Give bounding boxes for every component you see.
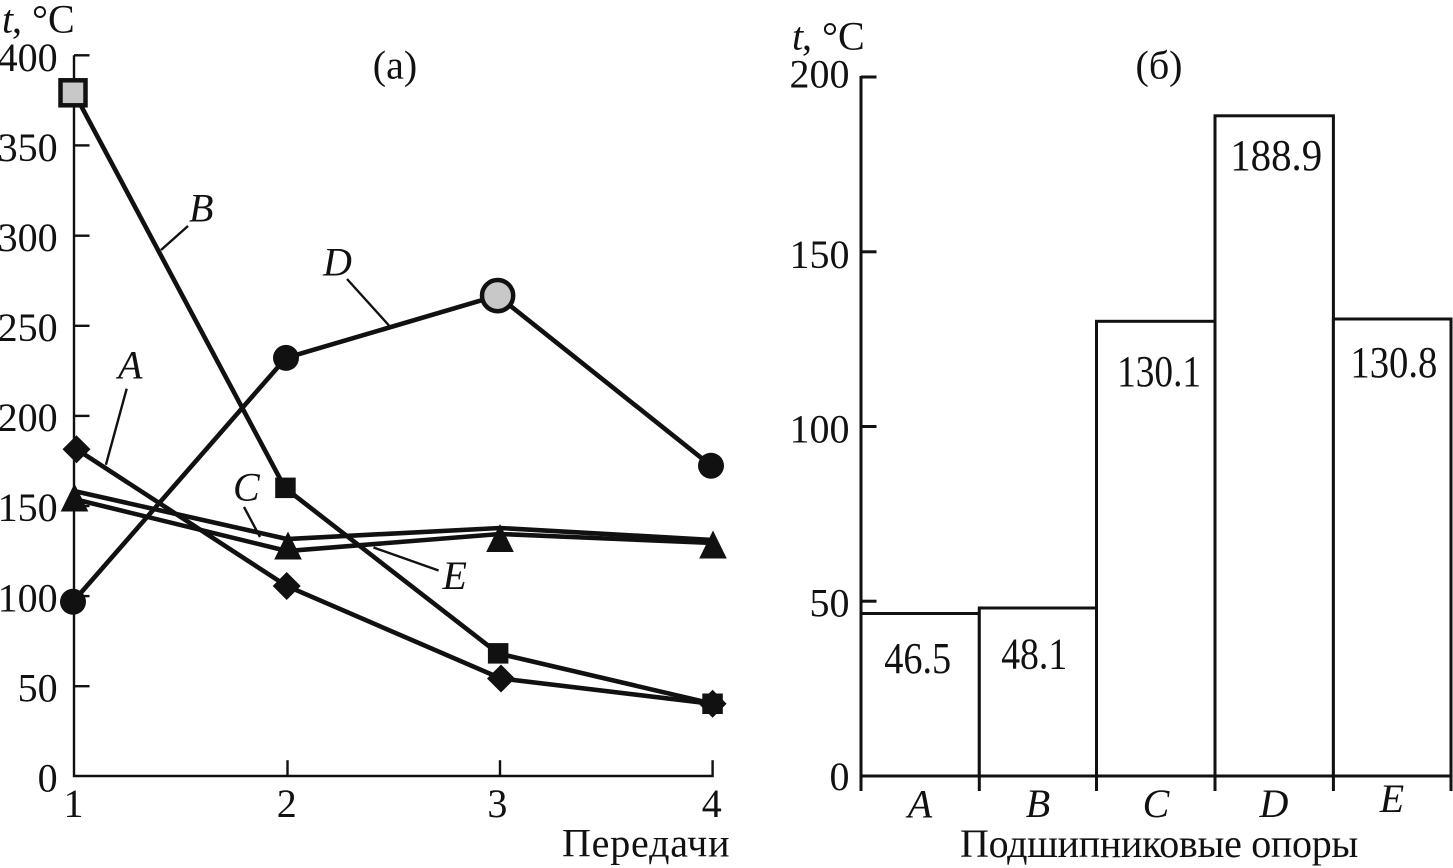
svg-text:350: 350 bbox=[0, 125, 58, 170]
svg-text:(б): (б) bbox=[1136, 43, 1183, 88]
svg-text:0: 0 bbox=[830, 754, 850, 799]
svg-text:100: 100 bbox=[0, 575, 58, 620]
svg-text:A: A bbox=[905, 782, 933, 827]
svg-text:D: D bbox=[1259, 781, 1289, 826]
svg-text:100: 100 bbox=[790, 407, 850, 452]
svg-text:0: 0 bbox=[38, 756, 58, 801]
svg-text:Передачи: Передачи bbox=[562, 821, 730, 866]
svg-text:300: 300 bbox=[0, 215, 58, 260]
svg-text:200: 200 bbox=[0, 395, 58, 440]
svg-text:C: C bbox=[233, 465, 261, 510]
svg-text:130.8: 130.8 bbox=[1350, 338, 1437, 387]
svg-text:, °C: , °C bbox=[12, 0, 75, 42]
svg-text:200: 200 bbox=[790, 52, 850, 97]
svg-text:250: 250 bbox=[0, 305, 58, 350]
svg-text:50: 50 bbox=[18, 665, 58, 710]
svg-text:(а): (а) bbox=[373, 43, 417, 88]
svg-text:50: 50 bbox=[810, 581, 850, 626]
svg-text:4: 4 bbox=[702, 781, 722, 826]
svg-text:400: 400 bbox=[0, 35, 58, 80]
svg-text:150: 150 bbox=[0, 485, 58, 530]
svg-text:3: 3 bbox=[487, 781, 507, 826]
svg-text:2: 2 bbox=[277, 781, 297, 826]
svg-text:, °C: , °C bbox=[802, 14, 865, 59]
svg-text:188.9: 188.9 bbox=[1230, 131, 1322, 180]
svg-text:150: 150 bbox=[790, 232, 850, 277]
svg-text:E: E bbox=[1379, 776, 1404, 821]
svg-text:B: B bbox=[1026, 781, 1050, 826]
svg-text:48.1: 48.1 bbox=[1001, 629, 1067, 678]
svg-text:t: t bbox=[792, 14, 804, 59]
svg-text:46.5: 46.5 bbox=[884, 634, 951, 683]
svg-text:t: t bbox=[2, 0, 14, 42]
svg-text:Подшипниковые опоры: Подшипниковые опоры bbox=[960, 821, 1358, 866]
svg-text:D: D bbox=[322, 239, 352, 284]
svg-text:E: E bbox=[442, 553, 467, 598]
svg-text:C: C bbox=[1143, 781, 1171, 826]
svg-text:B: B bbox=[189, 185, 213, 230]
svg-text:130.1: 130.1 bbox=[1117, 347, 1201, 396]
svg-text:1: 1 bbox=[64, 781, 84, 826]
svg-text:A: A bbox=[115, 342, 143, 387]
